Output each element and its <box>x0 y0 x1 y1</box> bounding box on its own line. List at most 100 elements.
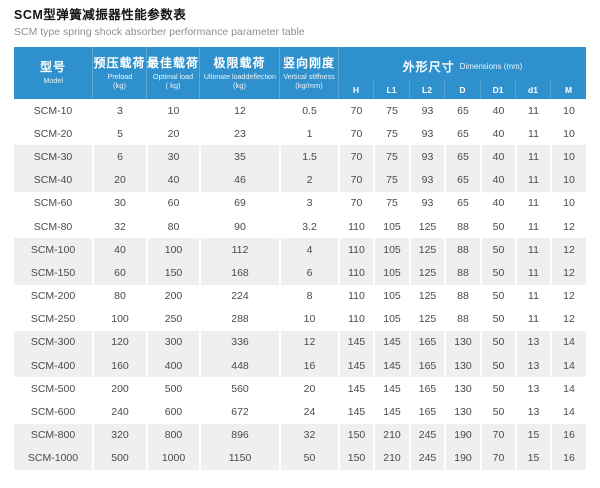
value-cell: 245 <box>409 446 444 470</box>
value-cell: 24 <box>279 400 338 424</box>
table-row: SCM-250 100 250 288 10 110 105 125 88 50 11 12 <box>14 307 586 331</box>
col-header-dim-d1: d1 <box>515 80 550 99</box>
column-unit: ( kg) <box>165 80 181 90</box>
value-cell: 110 <box>338 284 373 308</box>
value-cell: 0.5 <box>279 99 338 123</box>
value-cell: 35 <box>199 145 279 169</box>
table-body: SCM-10 3 10 12 0.5 70 75 93 65 40 11 10 SCM-20 5 20 23 1… <box>14 99 586 470</box>
value-cell: 400 <box>146 354 199 378</box>
value-cell: 10 <box>550 145 586 169</box>
value-cell: 1000 <box>146 446 199 470</box>
table-row: SCM-100 40 100 112 4 110 105 125 88 50 11 12 <box>14 238 586 262</box>
value-cell: 14 <box>550 377 586 401</box>
value-cell: 10 <box>550 122 586 146</box>
value-cell: 88 <box>444 214 480 239</box>
value-cell: 130 <box>444 330 480 355</box>
value-cell: 224 <box>199 284 279 308</box>
value-cell: 145 <box>373 330 409 355</box>
value-cell: 6 <box>92 145 146 169</box>
value-cell: 50 <box>480 330 515 355</box>
value-cell: 75 <box>373 191 409 215</box>
value-cell: 70 <box>338 145 373 169</box>
value-cell: 93 <box>409 191 444 215</box>
value-cell: 288 <box>199 307 279 331</box>
value-cell: 110 <box>338 261 373 285</box>
value-cell: 12 <box>550 214 586 239</box>
col-header-dim-h: H <box>338 80 373 99</box>
value-cell: 336 <box>199 330 279 355</box>
value-cell: 88 <box>444 238 480 262</box>
value-cell: 105 <box>373 214 409 239</box>
value-cell: 240 <box>92 400 146 424</box>
table-row: SCM-10 3 10 12 0.5 70 75 93 65 40 11 10 <box>14 99 586 123</box>
model-cell: SCM-100 <box>30 243 76 256</box>
value-cell: 105 <box>373 307 409 331</box>
value-cell: 125 <box>409 238 444 262</box>
table-row: SCM-400 160 400 448 16 145 145 165 130 50 13 14 <box>14 354 586 378</box>
value-cell: 65 <box>444 191 480 215</box>
value-cell: 88 <box>444 261 480 285</box>
value-cell: 6 <box>279 261 338 285</box>
value-cell: 300 <box>146 330 199 355</box>
value-cell: 500 <box>92 446 146 470</box>
value-cell: 11 <box>515 168 550 192</box>
column-title-cn: 竖向刚度 <box>282 55 335 70</box>
column-title-en: Ultimate loaddeflection <box>203 71 276 81</box>
value-cell: 20 <box>279 377 338 401</box>
value-cell: 12 <box>550 284 586 308</box>
value-cell: 16 <box>550 446 586 470</box>
value-cell: 3 <box>92 99 146 123</box>
value-cell: 145 <box>373 354 409 378</box>
model-cell: SCM-250 <box>30 313 76 326</box>
value-cell: 500 <box>146 377 199 401</box>
dims-title-cn: 外形尺寸 <box>402 60 455 74</box>
column-title-en: Optimal load <box>152 71 193 81</box>
value-cell: 105 <box>373 261 409 285</box>
performance-parameter-table: 型号 Model 预压载荷 Preload (kg) 最佳载荷 Optimal … <box>14 47 586 470</box>
value-cell: 65 <box>444 99 480 123</box>
value-cell: 110 <box>338 307 373 331</box>
value-cell: 80 <box>146 214 199 239</box>
value-cell: 93 <box>409 168 444 192</box>
value-cell: 50 <box>480 307 515 331</box>
value-cell: 165 <box>409 330 444 355</box>
value-cell: 50 <box>480 284 515 308</box>
value-cell: 448 <box>199 354 279 378</box>
value-cell: 12 <box>550 238 586 262</box>
value-cell: 145 <box>338 400 373 424</box>
model-cell: SCM-500 <box>30 382 76 395</box>
col-header-dimensions: 外形尺寸 Dimensions (mm) <box>338 47 586 80</box>
value-cell: 70 <box>338 122 373 146</box>
value-cell: 125 <box>409 261 444 285</box>
value-cell: 11 <box>515 145 550 169</box>
model-cell: SCM-200 <box>30 290 76 303</box>
value-cell: 130 <box>444 400 480 424</box>
value-cell: 200 <box>146 284 199 308</box>
model-cell: SCM-300 <box>30 336 76 349</box>
value-cell: 93 <box>409 145 444 169</box>
value-cell: 105 <box>373 284 409 308</box>
table-row: SCM-1000 500 1000 1150 50 150 210 245 190 70 15 16 <box>14 446 586 470</box>
column-unit: (kg/mm) <box>295 80 323 90</box>
value-cell: 112 <box>199 238 279 262</box>
value-cell: 560 <box>199 377 279 401</box>
value-cell: 110 <box>338 214 373 239</box>
model-cell: SCM-1000 <box>27 452 79 465</box>
table-row: SCM-30 6 30 35 1.5 70 75 93 65 40 11 10 <box>14 145 586 169</box>
col-header-dim-l1: L1 <box>373 80 409 99</box>
model-cell: SCM-150 <box>30 266 76 279</box>
value-cell: 10 <box>550 168 586 192</box>
value-cell: 3 <box>279 191 338 215</box>
col-header-preload: 预压载荷 Preload (kg) <box>92 47 146 99</box>
value-cell: 13 <box>515 377 550 401</box>
value-cell: 15 <box>515 446 550 470</box>
value-cell: 23 <box>199 122 279 146</box>
table-row: SCM-500 200 500 560 20 145 145 165 130 50 13 14 <box>14 377 586 401</box>
value-cell: 168 <box>199 261 279 285</box>
value-cell: 40 <box>146 168 199 192</box>
value-cell: 70 <box>338 191 373 215</box>
value-cell: 60 <box>146 191 199 215</box>
value-cell: 8 <box>279 284 338 308</box>
value-cell: 3.2 <box>279 214 338 239</box>
value-cell: 10 <box>146 99 199 123</box>
